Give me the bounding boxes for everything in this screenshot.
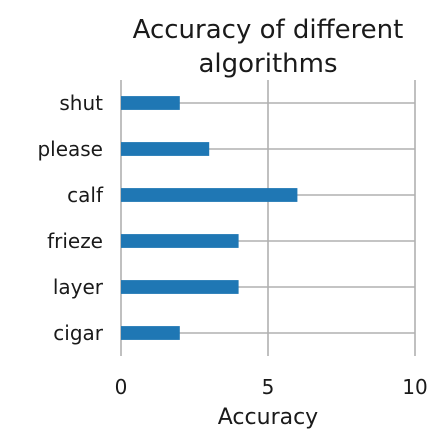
x-tick-labels: 0 5 10 <box>115 375 428 399</box>
bars <box>121 96 298 340</box>
x-tick-label-0: 0 <box>115 375 128 399</box>
x-axis-label: Accuracy <box>218 405 318 430</box>
category-label-shut: shut <box>59 91 103 115</box>
chart-title-line-2: algorithms <box>198 49 337 79</box>
x-tick-label-2: 10 <box>402 375 427 399</box>
chart-title-line-1: Accuracy of different <box>133 15 404 45</box>
category-label-layer: layer <box>53 275 104 299</box>
x-tick-label-1: 5 <box>262 375 275 399</box>
category-label-calf: calf <box>67 183 104 207</box>
bar-calf <box>121 188 298 202</box>
category-label-frieze: frieze <box>47 229 103 253</box>
bar-frieze <box>121 234 239 248</box>
bar-cigar <box>121 326 180 340</box>
bar-shut <box>121 96 180 110</box>
bar-please <box>121 142 210 156</box>
category-label-please: please <box>37 137 103 161</box>
chart-title: Accuracy of different algorithms <box>133 15 404 79</box>
category-labels: shut please calf frieze layer cigar <box>37 91 103 345</box>
category-label-cigar: cigar <box>53 321 104 345</box>
bar-layer <box>121 280 239 294</box>
grid <box>120 80 416 356</box>
